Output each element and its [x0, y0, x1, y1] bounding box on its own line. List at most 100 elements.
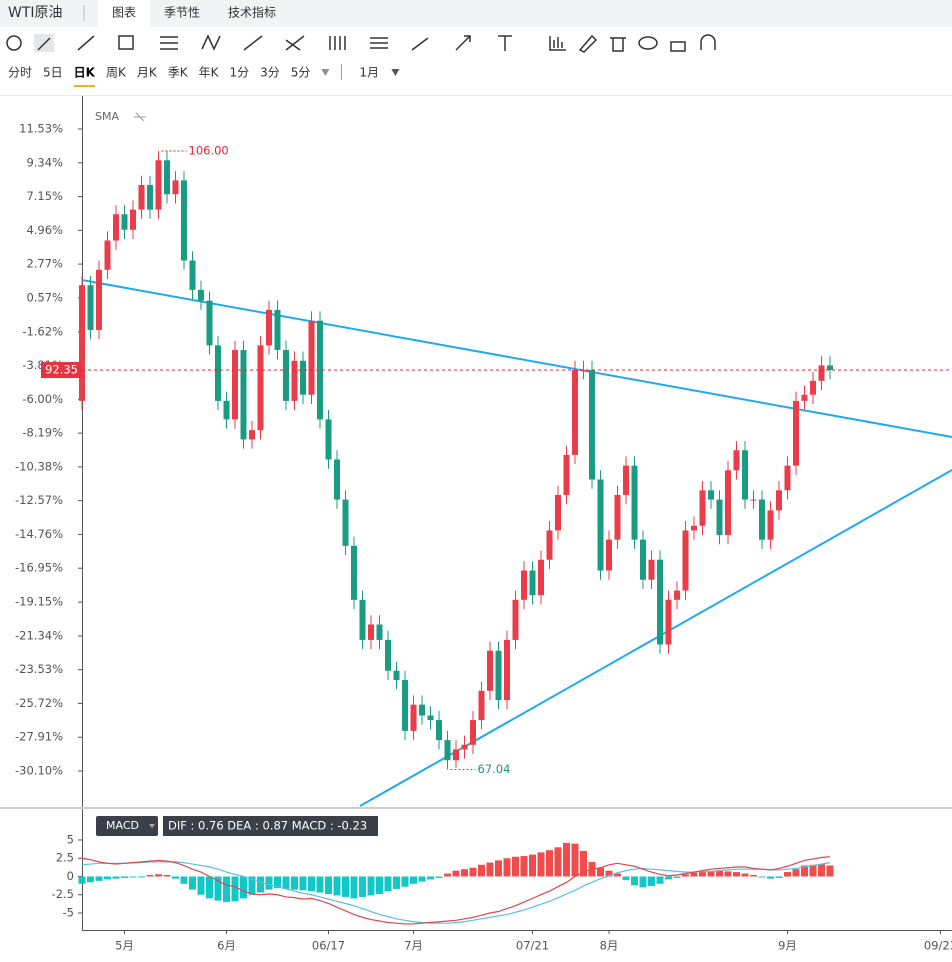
candle-body	[589, 370, 595, 480]
period-option[interactable]: 季K	[168, 66, 189, 80]
macd-bar	[325, 876, 332, 895]
macd-bar	[503, 858, 511, 877]
macd-bar	[716, 870, 723, 877]
candle-body	[266, 309, 272, 346]
tool-icon[interactable]	[77, 35, 95, 51]
tool-icon[interactable]	[370, 37, 388, 49]
candle-body	[368, 624, 374, 640]
tool-icon[interactable]	[6, 35, 22, 51]
candle-body	[546, 530, 553, 560]
macd-bar	[418, 876, 426, 882]
macd-bar	[112, 876, 120, 879]
tool-icon[interactable]	[700, 34, 716, 50]
candle-body	[776, 490, 782, 511]
candle-body	[801, 394, 808, 401]
tool-icon[interactable]	[610, 37, 626, 52]
tool-icon[interactable]	[670, 41, 686, 52]
tab[interactable]: 季节性	[164, 6, 200, 20]
tool-icon[interactable]	[243, 35, 263, 51]
macd-bar	[801, 865, 808, 877]
candle-body	[529, 570, 536, 596]
macd-bar	[427, 876, 434, 880]
macd-bar	[826, 865, 834, 877]
tool-icon[interactable]	[329, 36, 346, 50]
macd-bar	[223, 876, 230, 903]
candle-body	[810, 380, 816, 395]
macd-bar	[639, 876, 647, 888]
candle-body	[104, 240, 111, 270]
macd-bar	[809, 864, 817, 877]
tool-icon[interactable]	[578, 34, 598, 53]
candle-body	[198, 289, 204, 301]
macd-bar	[758, 876, 766, 878]
tool-icon[interactable]	[201, 34, 221, 51]
macd-bar	[231, 876, 239, 902]
tool-icon[interactable]	[549, 36, 566, 51]
y-tick-label: 2.77%	[26, 257, 63, 271]
candle-body	[155, 160, 162, 210]
tool-icon[interactable]	[37, 37, 51, 51]
candle-body	[351, 545, 357, 600]
y-tick-label: -23.53%	[15, 662, 63, 676]
visibility-icon[interactable]	[134, 112, 146, 122]
period-option[interactable]: 3分	[260, 66, 280, 80]
dea-line	[81, 861, 831, 924]
candle-body	[232, 349, 238, 420]
tab[interactable]: 技术指标	[228, 5, 276, 20]
macd-bar	[274, 876, 281, 889]
macd-bar	[554, 847, 562, 877]
macd-bar	[291, 876, 298, 890]
candle-body	[555, 494, 561, 531]
macd-bar	[248, 876, 256, 895]
macd-bar	[478, 864, 485, 877]
high-label: 106.00	[189, 144, 229, 158]
macd-bar	[129, 876, 137, 878]
candle-body	[308, 320, 315, 395]
y-tick-label: -5	[63, 905, 74, 919]
macd-bar	[605, 870, 613, 877]
tool-icon[interactable]	[285, 35, 305, 51]
macd-bar	[376, 876, 383, 895]
period-option[interactable]: 分时	[8, 66, 32, 80]
macd-bar	[469, 867, 477, 877]
y-tick-label: -12.57%	[15, 493, 63, 507]
candle-body	[682, 530, 689, 591]
tool-icon[interactable]	[118, 35, 134, 50]
candle-body	[138, 184, 145, 210]
macd-bar	[622, 876, 630, 881]
tool-icon[interactable]	[455, 35, 471, 51]
indicator-values-bg	[163, 816, 378, 836]
tab[interactable]: 图表	[112, 6, 136, 20]
top-bar	[0, 0, 952, 27]
x-tick-label: 8月	[600, 939, 619, 953]
range-select[interactable]: 1月	[359, 66, 379, 80]
period-option[interactable]: 年K	[199, 66, 220, 80]
macd-bar	[138, 876, 145, 878]
macd-bar	[95, 876, 103, 881]
tool-icon[interactable]	[498, 35, 512, 51]
candle-body	[512, 599, 519, 640]
period-option[interactable]: 1分	[229, 66, 249, 80]
macd-bar	[733, 872, 740, 877]
period-option[interactable]: 月K	[137, 66, 158, 80]
y-tick-label: 0.57%	[26, 291, 63, 305]
indicator-label: SMA	[95, 110, 119, 123]
candle-body	[359, 599, 366, 640]
y-tick-label: -2.5	[52, 887, 74, 901]
indicator-select[interactable]	[96, 816, 158, 836]
x-tick-label: 7月	[404, 939, 423, 953]
tool-icon[interactable]	[411, 37, 429, 51]
candle-body	[215, 345, 221, 401]
tool-icon[interactable]	[160, 36, 178, 50]
period-option[interactable]: 日K	[74, 66, 96, 80]
macd-bar	[180, 876, 188, 884]
candle-body	[733, 450, 740, 471]
active-tab	[98, 0, 150, 27]
period-option[interactable]: 周K	[106, 66, 127, 80]
macd-bar	[690, 872, 698, 877]
period-option[interactable]: 5日	[43, 66, 63, 80]
period-option[interactable]: 5分	[291, 66, 311, 80]
tool-icon[interactable]	[638, 36, 658, 50]
y-tick-label: -27.91%	[15, 730, 63, 744]
candle-body	[691, 525, 697, 531]
